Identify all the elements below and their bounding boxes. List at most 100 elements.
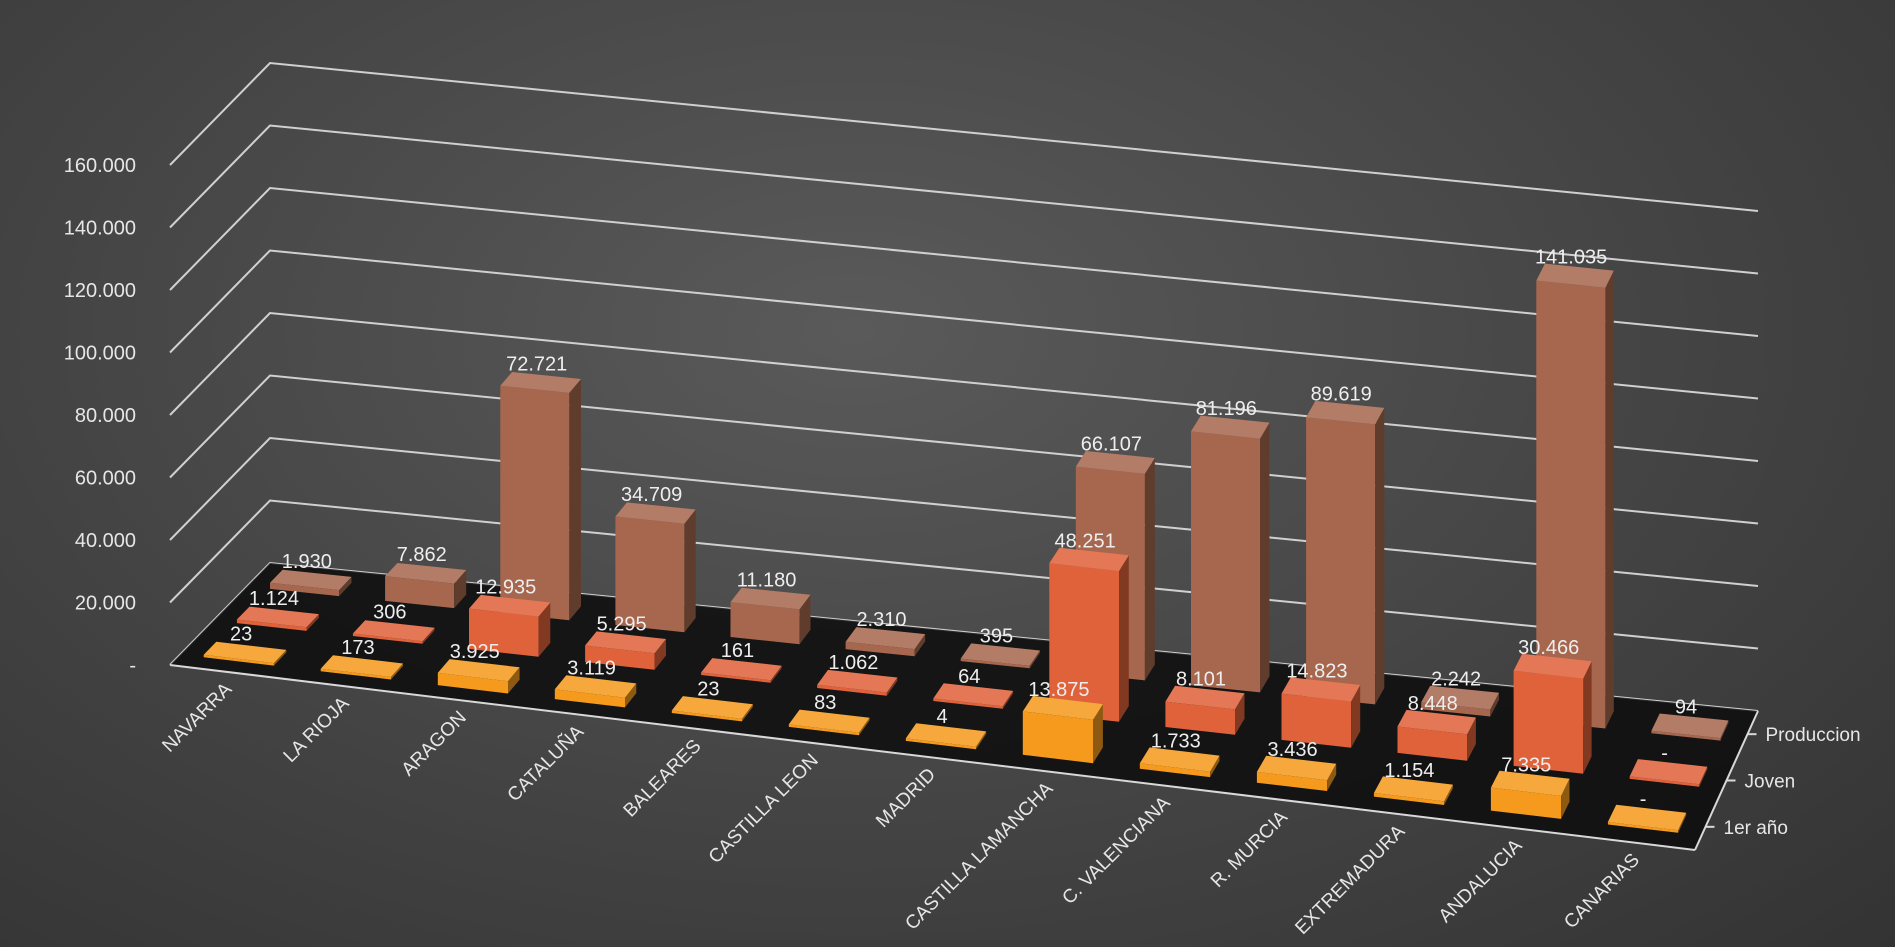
gridline — [169, 124, 1759, 275]
data-label: 30.466 — [1518, 637, 1579, 659]
bar — [320, 655, 403, 680]
bar-side-face — [569, 379, 581, 621]
bar-side-face — [799, 594, 811, 645]
y-tick-label: 80.000 — [75, 405, 136, 427]
bar — [1191, 415, 1270, 693]
bar — [1421, 685, 1499, 717]
data-label: 23 — [697, 678, 719, 700]
bar — [385, 563, 467, 609]
bar — [554, 675, 637, 708]
data-label: 2.310 — [856, 609, 906, 631]
bar — [500, 372, 581, 621]
bar — [960, 643, 1040, 669]
bar-front-face — [1536, 280, 1606, 729]
data-label: 89.619 — [1311, 384, 1372, 406]
bar-front-face — [1191, 431, 1260, 693]
bar-top-face — [845, 627, 926, 650]
data-label: 3.925 — [450, 641, 500, 663]
bar-top-face — [437, 659, 520, 682]
bar-top-face — [236, 606, 319, 628]
bar — [1490, 770, 1570, 819]
bar — [615, 502, 696, 633]
bar-top-face — [1165, 685, 1245, 710]
bar-side-face — [1144, 458, 1155, 681]
bar-top-face — [385, 563, 467, 584]
bar-side-face — [1002, 690, 1014, 709]
bar-top-face — [469, 594, 551, 617]
bar-side-face — [976, 731, 987, 750]
bar-side-face — [1029, 650, 1040, 669]
bar-top-face — [1306, 400, 1385, 425]
gridline — [169, 311, 1759, 462]
bar-side-face — [1444, 784, 1453, 805]
bar-front-face — [1256, 771, 1328, 791]
bar — [1629, 759, 1708, 787]
bar — [933, 683, 1014, 709]
bar-top-face — [1256, 755, 1337, 781]
bar-side-face — [742, 704, 753, 722]
data-label: 161 — [721, 640, 754, 662]
bar — [352, 620, 435, 644]
bar-top-face — [1629, 759, 1708, 785]
bar-top-face — [1397, 709, 1476, 735]
category-label: C. VALENCIANA — [1058, 792, 1174, 908]
data-label: 23 — [230, 623, 252, 645]
floor-front-edge — [169, 664, 1696, 851]
bar — [236, 606, 319, 631]
data-label: 7.862 — [397, 544, 447, 566]
series-axis-labels: 1er año Joven Produccion — [1705, 725, 1861, 839]
bar — [469, 594, 551, 657]
bar — [905, 723, 987, 750]
bar — [1165, 685, 1245, 735]
bar-top-face — [905, 723, 987, 747]
bar-front-face — [585, 645, 655, 670]
data-label: 72.721 — [506, 353, 567, 375]
bar-front-face — [933, 698, 1003, 709]
bar-top-face — [1022, 695, 1103, 720]
bar-top-face — [671, 696, 753, 719]
bar-front-face — [1373, 793, 1445, 805]
bar — [701, 658, 782, 683]
bar-front-face — [615, 516, 685, 633]
bar-side-face — [886, 677, 898, 696]
y-tick-label: 160.000 — [64, 155, 136, 177]
bar-front-face — [320, 668, 391, 680]
data-label: 4 — [937, 706, 948, 728]
bar — [1306, 400, 1385, 705]
category-label: CANARIAS — [1560, 850, 1644, 934]
bar-side-face — [1467, 717, 1476, 761]
bar-front-face — [671, 710, 742, 722]
bar — [1373, 776, 1453, 805]
bar-top-face — [554, 675, 637, 698]
data-label: - — [1661, 743, 1668, 765]
data-label: 1.154 — [1384, 760, 1434, 782]
bar-side-face — [422, 627, 435, 644]
category-label: BALEARES — [620, 736, 706, 822]
bar-top-face — [960, 643, 1040, 666]
bar-side-face — [1490, 692, 1499, 717]
bar-side-face — [1583, 661, 1592, 774]
data-label: 83 — [814, 692, 836, 714]
bar-side-face — [625, 683, 637, 708]
bar-front-face — [437, 672, 508, 694]
bar-side-face — [914, 634, 926, 657]
data-label: 14.823 — [1286, 660, 1347, 682]
bar-front-face — [469, 608, 539, 657]
bar — [1651, 713, 1729, 741]
bar-side-face — [654, 639, 666, 670]
bar-side-face — [391, 663, 403, 680]
bar-top-face — [1049, 547, 1129, 571]
data-label: 3.119 — [567, 657, 616, 679]
category-label: CATALUÑA — [503, 721, 588, 806]
bar — [1049, 547, 1129, 722]
bar — [437, 659, 520, 694]
category-label: NAVARRA — [158, 679, 236, 757]
bar-side-face — [538, 602, 551, 657]
category-label: CASTILLA LAMANCHA — [901, 778, 1057, 934]
bar-front-face — [203, 654, 274, 666]
data-label: 395 — [980, 626, 1013, 648]
bar — [1397, 709, 1476, 761]
series-label: Joven — [1745, 772, 1796, 793]
bar-side-face — [1678, 812, 1687, 833]
